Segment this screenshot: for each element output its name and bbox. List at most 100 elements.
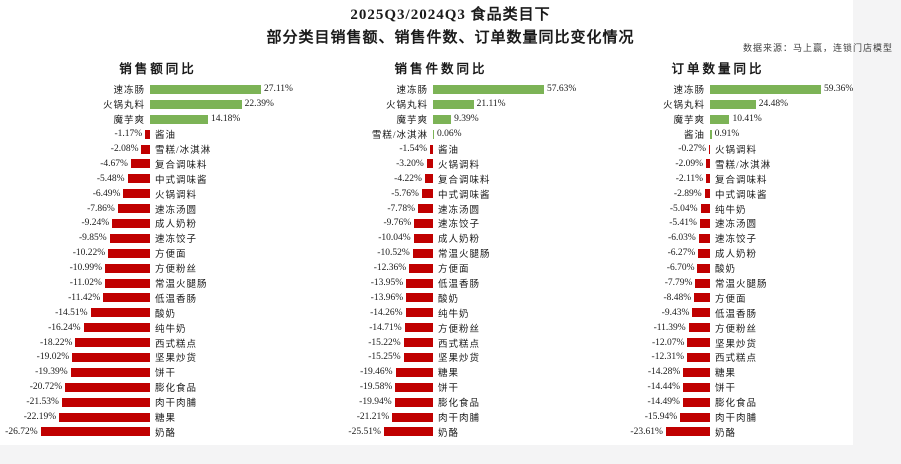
bar-row: -9.24% 成人奶粉 <box>0 216 300 231</box>
negative-bar <box>409 263 433 273</box>
bar-row: -7.79% 常温火腿肠 <box>600 276 901 291</box>
bar-row: -19.39% 饼干 <box>0 365 300 380</box>
bar-rows: 速冻肠 59.36% 火锅丸料 24.48% 魔芋爽 10.41% 酱油 0.91% -0.27… <box>600 82 901 439</box>
value-label: -9.85% <box>78 233 107 244</box>
bar-row: -10.99% 方便粉丝 <box>0 261 300 276</box>
category-label: 饼干 <box>438 384 460 395</box>
category-label: 魔芋爽 <box>673 116 705 127</box>
negative-bar <box>103 293 150 303</box>
value-label: -8.48% <box>663 292 692 303</box>
negative-bar <box>394 397 433 407</box>
bar-row: -15.94% 肉干肉脯 <box>600 410 901 425</box>
negative-bar <box>421 189 433 199</box>
category-label: 火锅调料 <box>438 160 481 171</box>
value-label: -5.41% <box>669 218 697 229</box>
bar-row: -12.07% 坚果炒货 <box>600 335 901 350</box>
negative-bar <box>123 189 150 199</box>
value-label: -15.94% <box>644 412 678 423</box>
bar-row: -9.43% 低温香肠 <box>600 305 901 320</box>
negative-bar <box>145 129 150 139</box>
negative-bar <box>694 293 710 303</box>
bar-row: -5.48% 中式调味酱 <box>0 171 300 186</box>
negative-bar <box>383 427 433 437</box>
positive-bar <box>150 84 261 94</box>
category-label: 速冻饺子 <box>715 235 758 246</box>
bar-row: -5.41% 速冻汤圆 <box>600 216 901 231</box>
category-label: 肉干肉脯 <box>715 414 758 425</box>
bar-row: -3.20% 火锅调料 <box>300 156 610 171</box>
category-label: 奶酪 <box>155 428 177 439</box>
category-label: 魔芋爽 <box>396 116 428 127</box>
value-label: -19.94% <box>359 397 392 408</box>
value-label: -10.99% <box>69 263 103 274</box>
bar-row: -9.76% 速冻饺子 <box>300 216 610 231</box>
value-label: -26.72% <box>5 426 38 437</box>
bar-rows: 速冻肠 57.63% 火锅丸料 21.11% 魔芋爽 9.39% 雪糕/冰淇淋 0.06% -1… <box>300 82 610 439</box>
negative-bar <box>695 278 710 288</box>
negative-bar <box>108 248 150 258</box>
negative-bar <box>112 218 150 228</box>
negative-bar <box>40 427 150 437</box>
bar-row: -2.11% 复合调味料 <box>600 171 901 186</box>
bar-row: -14.71% 方便粉丝 <box>300 320 610 335</box>
category-label: 魔芋爽 <box>113 116 145 127</box>
bar-row: -23.61% 奶酪 <box>600 424 901 439</box>
bar-row: -19.02% 坚果炒货 <box>0 350 300 365</box>
value-label: -6.03% <box>668 233 696 244</box>
category-label: 方便粉丝 <box>715 324 758 335</box>
negative-bar <box>130 159 150 169</box>
category-label: 速冻汤圆 <box>155 205 198 216</box>
negative-bar <box>90 308 150 318</box>
value-label: -10.04% <box>378 233 411 244</box>
bar-row: -6.27% 成人奶粉 <box>600 246 901 261</box>
positive-bar <box>710 114 730 124</box>
category-label: 成人奶粉 <box>715 250 758 261</box>
value-label: -12.07% <box>651 337 685 348</box>
value-label: -13.96% <box>370 292 404 303</box>
category-label: 速冻肠 <box>396 86 428 97</box>
negative-bar <box>682 397 710 407</box>
bar-row: -21.21% 肉干肉脯 <box>300 410 610 425</box>
bar-row: -14.51% 酸奶 <box>0 305 300 320</box>
bar-row: -15.25% 坚果炒货 <box>300 350 610 365</box>
bar-row: -2.08% 雪糕/冰淇淋 <box>0 142 300 157</box>
category-label: 糖果 <box>715 369 737 380</box>
negative-bar <box>683 382 710 392</box>
bar-row: -5.04% 纯牛奶 <box>600 201 901 216</box>
category-label: 速冻饺子 <box>438 220 481 231</box>
bar-row: -4.22% 复合调味料 <box>300 171 610 186</box>
negative-bar <box>418 204 433 214</box>
negative-bar <box>104 278 150 288</box>
category-label: 膨化食品 <box>438 399 481 410</box>
category-label: 成人奶粉 <box>438 235 481 246</box>
value-label: -11.02% <box>69 278 102 289</box>
negative-bar <box>683 367 710 377</box>
value-label: -6.70% <box>666 263 695 274</box>
bar-row: -11.42% 低温香肠 <box>0 290 300 305</box>
bar-row: -14.26% 纯牛奶 <box>300 305 610 320</box>
bar-row: -6.70% 酸奶 <box>600 261 901 276</box>
negative-bar <box>404 323 433 333</box>
category-label: 火锅调料 <box>155 190 198 201</box>
bar-row: -1.17% 酱油 <box>0 127 300 142</box>
value-label: 57.63% <box>547 84 577 95</box>
category-label: 纯牛奶 <box>438 309 470 320</box>
bar-row: -6.03% 速冻饺子 <box>600 231 901 246</box>
value-label: -9.24% <box>81 218 110 229</box>
bar-row: 火锅丸料 22.39% <box>0 97 300 112</box>
value-label: -9.43% <box>661 307 690 318</box>
value-label: -14.44% <box>647 382 680 393</box>
value-label: -7.79% <box>664 278 693 289</box>
value-label: -11.42% <box>68 292 101 303</box>
chart-title-line1: 2025Q3/2024Q3 食品类目下 <box>350 7 551 23</box>
value-label: -9.76% <box>383 218 412 229</box>
category-label: 火锅丸料 <box>385 101 428 112</box>
value-label: 22.39% <box>244 99 274 110</box>
value-label: -6.49% <box>92 188 121 199</box>
negative-bar <box>105 263 150 273</box>
category-label: 坚果炒货 <box>438 354 481 365</box>
bar-rows: 速冻肠 27.11% 火锅丸料 22.39% 魔芋爽 14.18% -1.17% 酱油 -2.0… <box>0 82 300 439</box>
value-label: -14.71% <box>369 322 402 333</box>
category-label: 常温火腿肠 <box>155 280 208 291</box>
